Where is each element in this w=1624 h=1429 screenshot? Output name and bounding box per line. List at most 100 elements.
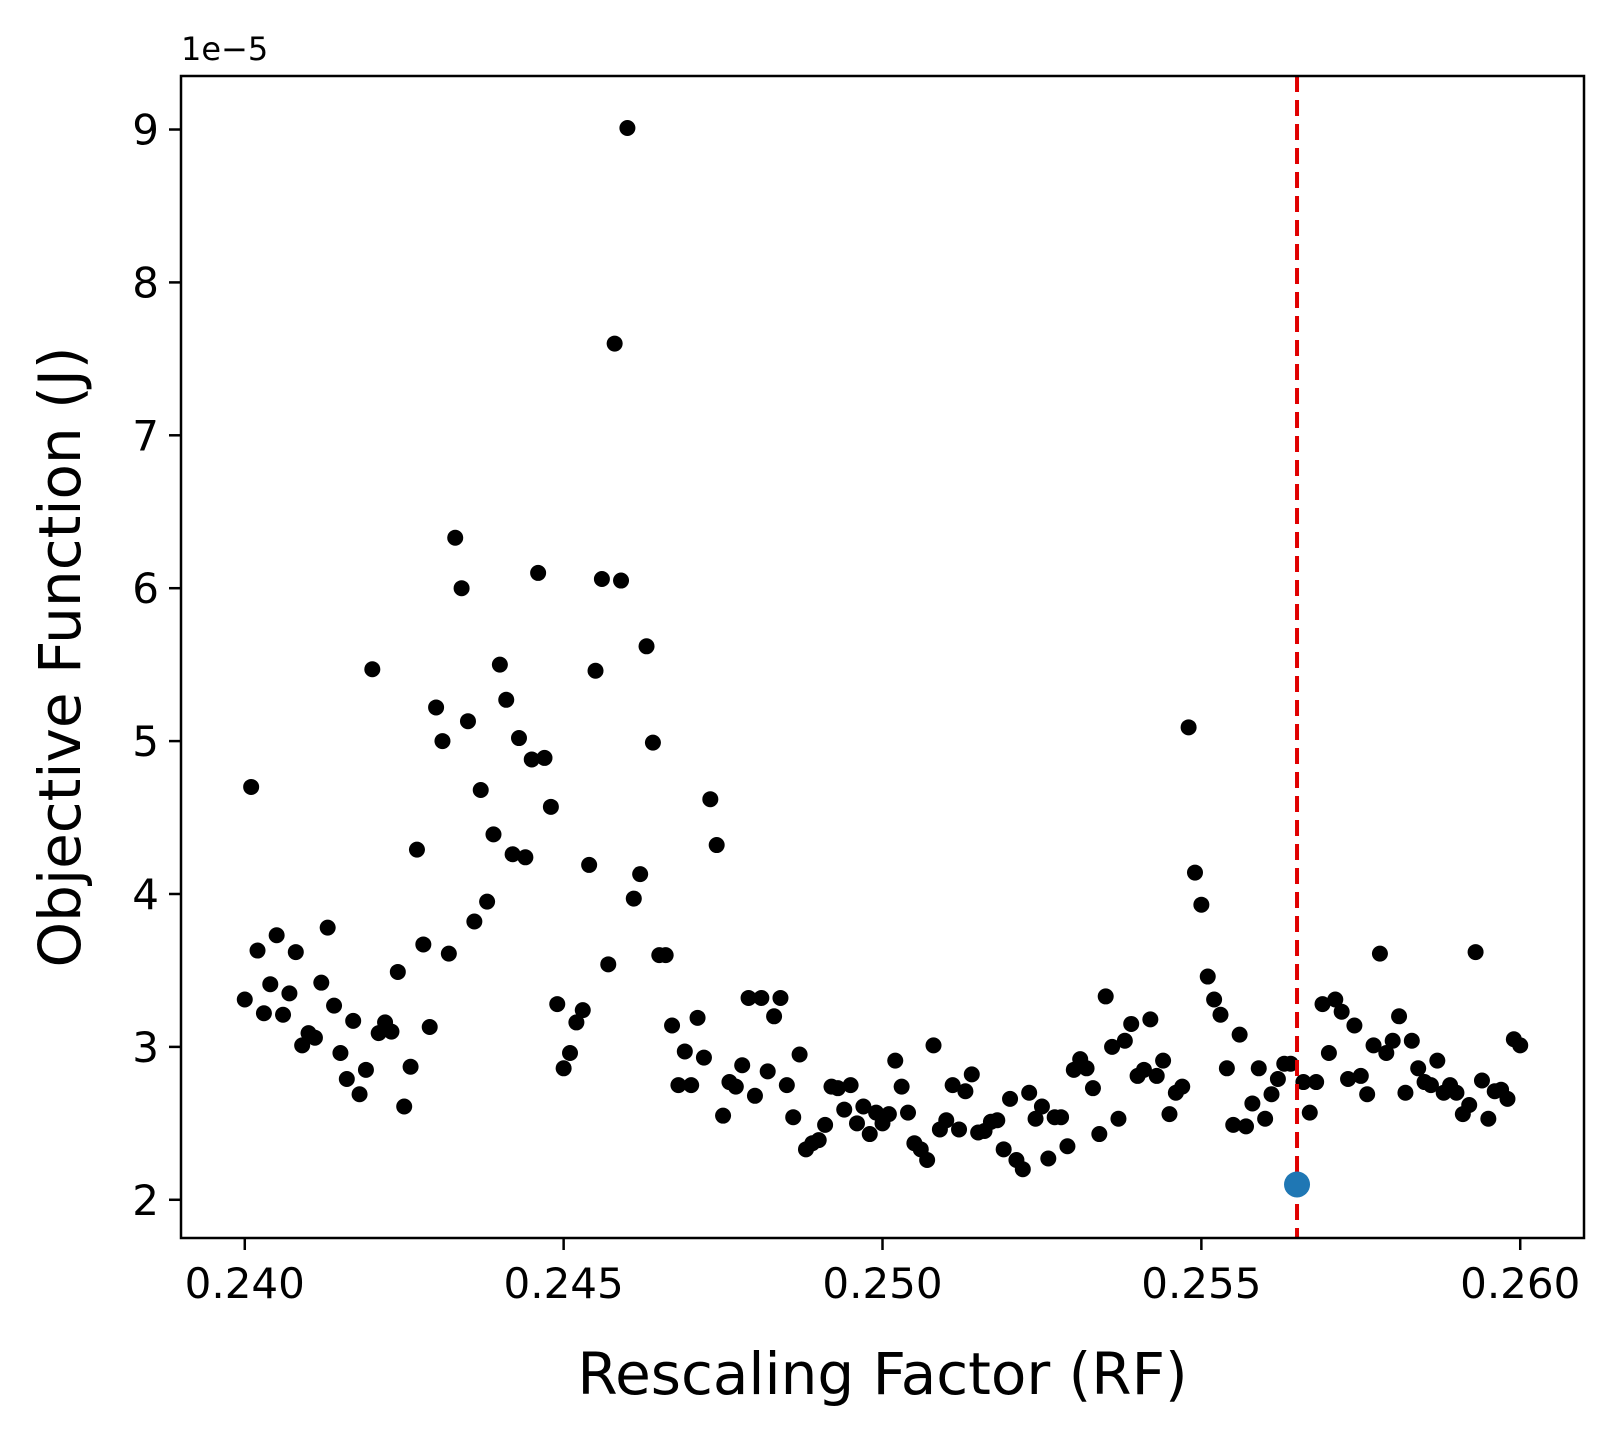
data-point: [243, 778, 260, 795]
data-point: [1123, 1015, 1140, 1032]
data-point: [338, 1070, 355, 1087]
data-point: [919, 1152, 936, 1169]
highlight-point: [1284, 1171, 1311, 1198]
data-point: [510, 730, 527, 747]
data-point: [536, 749, 553, 766]
data-point: [695, 1049, 712, 1066]
data-point: [670, 1077, 687, 1094]
data-point: [606, 335, 623, 352]
data-point: [1014, 1161, 1031, 1178]
data-point: [1257, 1110, 1274, 1127]
data-point: [1359, 1086, 1376, 1103]
data-point: [657, 947, 674, 964]
data-point: [1053, 1109, 1070, 1126]
data-point: [619, 119, 636, 136]
data-point: [1410, 1060, 1427, 1077]
data-point: [396, 1098, 413, 1115]
x-tick-label: 0.255: [1141, 1259, 1261, 1308]
data-point: [753, 989, 770, 1006]
overlay-layer: [1284, 76, 1311, 1238]
data-point: [555, 1060, 572, 1077]
y-axis: 2 3 4 5 6 7 8 9: [132, 106, 181, 1225]
data-point: [1027, 1110, 1044, 1127]
data-point: [472, 782, 489, 799]
data-point: [829, 1080, 846, 1097]
data-point: [530, 564, 547, 581]
data-point: [587, 662, 604, 679]
data-point: [1346, 1017, 1363, 1034]
x-tick-label: 0.245: [504, 1259, 624, 1308]
data-point: [664, 1017, 681, 1034]
data-point: [1308, 1074, 1325, 1091]
data-point: [466, 913, 483, 930]
data-point: [963, 1066, 980, 1083]
data-point: [313, 974, 330, 991]
data-point: [1180, 719, 1197, 736]
data-point: [1480, 1110, 1497, 1127]
data-point: [249, 942, 266, 959]
data-point: [281, 985, 298, 1002]
data-point: [1104, 1038, 1121, 1055]
data-point: [1448, 1084, 1465, 1101]
data-point: [938, 1112, 955, 1129]
x-axis: 0.240 0.245 0.250 0.255 0.260: [185, 1238, 1580, 1308]
data-point: [345, 1012, 362, 1029]
data-point: [255, 1005, 272, 1022]
data-points-layer: [236, 119, 1529, 1178]
data-point: [715, 1107, 732, 1124]
data-point: [1002, 1090, 1019, 1107]
data-point: [778, 1077, 795, 1094]
data-point: [861, 1126, 878, 1143]
data-point: [262, 976, 279, 993]
data-point: [734, 1057, 751, 1074]
data-point: [1174, 1078, 1191, 1095]
data-point: [1148, 1067, 1165, 1084]
data-point: [676, 1043, 693, 1060]
data-point: [1352, 1067, 1369, 1084]
x-axis-title: Rescaling Factor (RF): [577, 1340, 1187, 1408]
data-point: [1186, 864, 1203, 881]
data-point: [549, 996, 566, 1013]
data-point: [498, 691, 515, 708]
data-point: [746, 1087, 763, 1104]
data-point: [900, 1104, 917, 1121]
data-point: [1059, 1138, 1076, 1155]
data-point: [817, 1116, 834, 1133]
data-point: [1091, 1126, 1108, 1143]
data-point: [1097, 988, 1114, 1005]
data-point: [1206, 991, 1223, 1008]
data-point: [1371, 945, 1388, 962]
data-point: [1135, 1061, 1152, 1078]
y-tick-label: 4: [132, 870, 159, 919]
data-point: [791, 1046, 808, 1063]
data-point: [689, 1009, 706, 1026]
data-point: [951, 1121, 968, 1138]
data-point: [880, 1106, 897, 1123]
data-point: [408, 841, 425, 858]
data-point: [421, 1019, 438, 1036]
data-point: [1327, 991, 1344, 1008]
data-point: [268, 927, 285, 944]
data-point: [842, 1077, 859, 1094]
data-point: [1193, 896, 1210, 913]
y-tick-label: 2: [132, 1176, 159, 1225]
x-tick-label: 0.260: [1460, 1259, 1580, 1308]
data-point: [383, 1023, 400, 1040]
data-point: [574, 1002, 591, 1019]
data-point: [1333, 1003, 1350, 1020]
data-point: [683, 1077, 700, 1094]
data-point: [989, 1112, 1006, 1129]
data-point: [447, 529, 464, 546]
data-point: [1422, 1077, 1439, 1094]
data-point: [1340, 1070, 1357, 1087]
y-axis-title: Objective Function (J): [26, 347, 94, 968]
y-axis-offset-label: 1e−5: [181, 30, 268, 68]
data-point: [708, 837, 725, 854]
data-point: [893, 1078, 910, 1095]
data-point: [453, 580, 470, 597]
data-point: [1155, 1052, 1172, 1069]
data-point: [434, 733, 451, 750]
data-point: [351, 1086, 368, 1103]
data-point: [287, 944, 304, 961]
data-point: [562, 1044, 579, 1061]
